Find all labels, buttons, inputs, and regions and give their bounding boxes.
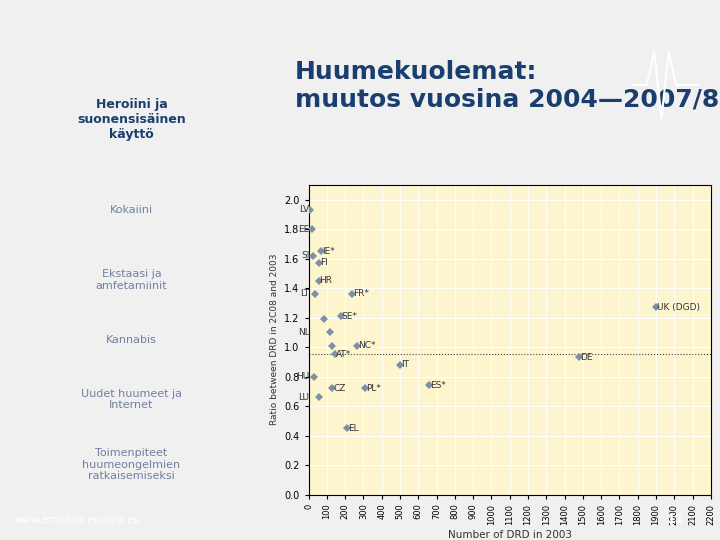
Text: Heroiini ja
suonensisäinen
käyttö: Heroiini ja suonensisäinen käyttö	[77, 98, 186, 141]
Text: www.emcdda.europa.eu: www.emcdda.europa.eu	[14, 515, 140, 525]
Text: Kokaiini: Kokaiini	[110, 205, 153, 215]
Text: HR: HR	[320, 276, 333, 285]
Text: AT*: AT*	[336, 350, 351, 359]
Text: Ekstaasi ja
amfetamiinit: Ekstaasi ja amfetamiinit	[96, 269, 167, 291]
Y-axis label: Ratio between DRD in 2C08 and 2003: Ratio between DRD in 2C08 and 2003	[269, 254, 279, 426]
Text: Kannabis: Kannabis	[106, 335, 157, 345]
Text: EE: EE	[298, 225, 310, 234]
Text: Toimenpiteet
huumeongelmien
ratkaisemiseksi: Toimenpiteet huumeongelmien ratkaisemise…	[82, 448, 181, 481]
Text: LT: LT	[300, 289, 310, 299]
Text: NL: NL	[298, 328, 310, 337]
Text: NC*: NC*	[358, 341, 375, 350]
Text: PL*: PL*	[366, 384, 381, 393]
Text: CZ: CZ	[333, 384, 346, 393]
Text: FR*: FR*	[354, 289, 369, 299]
X-axis label: Number of DRD in 2003: Number of DRD in 2003	[448, 530, 572, 540]
Text: IE*: IE*	[323, 247, 335, 255]
Text: HU: HU	[297, 372, 310, 381]
Text: 11: 11	[667, 513, 684, 526]
Text: EL: EL	[348, 424, 359, 433]
Text: UK (DGD): UK (DGD)	[657, 303, 700, 312]
Text: ES*: ES*	[430, 381, 446, 390]
Text: IT: IT	[401, 360, 409, 369]
Text: LV: LV	[300, 205, 310, 214]
Text: LU: LU	[299, 393, 310, 402]
Text: Uudet huumeet ja
Internet: Uudet huumeet ja Internet	[81, 389, 182, 410]
Text: Huumekuolemat:
muutos vuosina 2004—2007/8: Huumekuolemat: muutos vuosina 2004—2007/…	[294, 60, 719, 112]
Text: DE: DE	[580, 353, 593, 362]
Text: SE*: SE*	[341, 312, 357, 321]
Text: FI: FI	[320, 259, 328, 267]
Text: SI: SI	[301, 251, 310, 260]
